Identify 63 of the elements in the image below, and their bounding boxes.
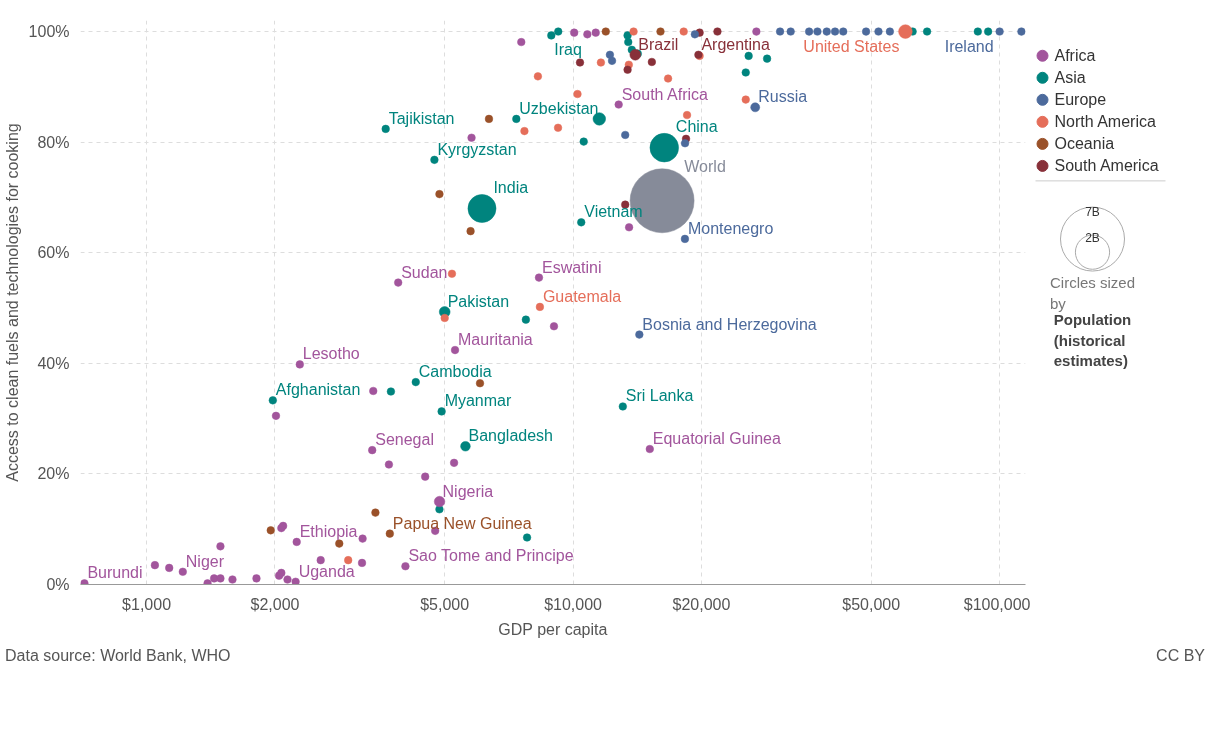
annotation: Ethiopia [299, 522, 358, 540]
annotation: Cambodia [418, 363, 492, 381]
x-tick-label: $10,000 [544, 595, 603, 613]
y-tick-label: 60% [37, 244, 70, 262]
y-axis-title: Access to clean fuels and technologies for cooking [3, 123, 21, 482]
annotation: Montenegro [687, 219, 774, 237]
annotation: Guatemala [542, 287, 622, 305]
annotation: Russia [758, 88, 808, 106]
annotation: Pakistan [447, 292, 510, 310]
annotation: United States [803, 37, 900, 55]
annotation: Sao Tome and Principe [408, 547, 574, 565]
y-tick-label: 80% [37, 133, 70, 151]
annotation: Eswatini [541, 258, 602, 276]
annotation: Uzbekistan [519, 99, 599, 117]
y-tick-label: 20% [37, 465, 70, 483]
annotation: Ireland [944, 37, 994, 55]
annotation: Bangladesh [468, 427, 553, 445]
y-tick-label: 40% [37, 354, 70, 372]
annotation: Afghanistan [275, 381, 361, 399]
annotation: Iraq [554, 41, 582, 59]
legend-label: North America [1054, 113, 1156, 131]
annotation: Senegal [375, 431, 434, 449]
legend-label: South America [1054, 157, 1159, 175]
legend-label: 2B [1085, 230, 1100, 245]
annotation: Argentina [701, 35, 770, 53]
legend-label: Asia [1054, 69, 1086, 87]
annotation: Sudan [401, 263, 448, 281]
annotation: Sri Lanka [625, 387, 694, 405]
annotation: India [493, 178, 529, 196]
text: Population (historical estimates) [1053, 311, 1132, 370]
annotation: Nigeria [442, 482, 494, 500]
annotation: World [684, 157, 726, 175]
x-tick-label: $5,000 [420, 595, 470, 613]
x-tick-label: $50,000 [842, 595, 901, 613]
legend-label: 7B [1085, 204, 1100, 219]
annotation: China [675, 117, 718, 135]
annotation: South Africa [621, 85, 709, 103]
legend-label: Oceania [1054, 135, 1115, 153]
x-tick-label: $2,000 [250, 595, 300, 613]
annotation: Niger [185, 552, 225, 570]
annotation: Tajikistan [388, 109, 455, 127]
annotation: Myanmar [444, 392, 512, 410]
x-tick-label: $100,000 [963, 595, 1031, 613]
annotation: Equatorial Guinea [652, 430, 781, 448]
y-tick-label: 100% [28, 23, 70, 41]
legend-label: Africa [1054, 47, 1096, 65]
annotation: Bosnia and Herzegovina [642, 315, 817, 333]
y-tick-label: 0% [46, 576, 70, 593]
annotation: Uganda [298, 562, 355, 580]
source-note: Data source: World Bank, WHO [5, 646, 231, 666]
x-axis-title: GDP per capita [498, 620, 608, 638]
x-tick-label: $20,000 [672, 595, 731, 613]
annotation: Burundi [87, 564, 143, 582]
annotation: Papua New Guinea [392, 514, 532, 532]
annotation: Mauritania [458, 331, 533, 349]
x-tick-label: $1,000 [122, 595, 172, 613]
annotation: Brazil [638, 35, 679, 53]
annotation: Vietnam [584, 203, 643, 221]
text: Circles sized by [1049, 274, 1136, 312]
text: CC BY [1156, 646, 1205, 666]
legend-label: Europe [1054, 91, 1107, 109]
annotation: Lesotho [302, 345, 360, 363]
annotation: Kyrgyzstan [437, 140, 517, 158]
